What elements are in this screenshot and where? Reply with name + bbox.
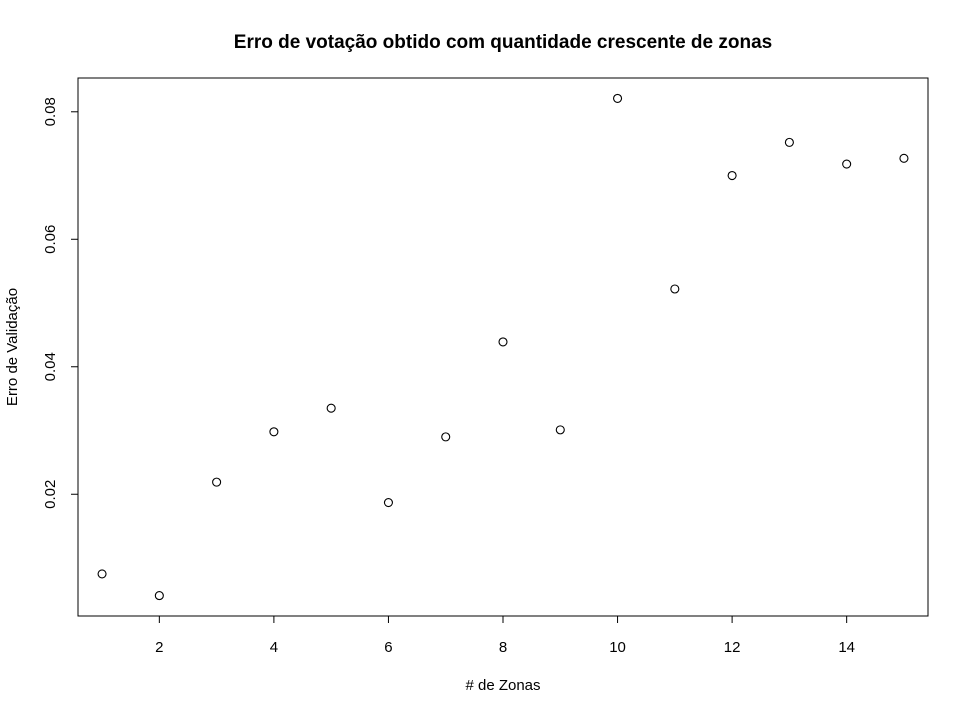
data-point	[899, 153, 909, 163]
data-point	[383, 497, 393, 508]
data-point	[212, 477, 222, 487]
x-tick-label: 6	[384, 639, 392, 656]
chart-title: Erro de votação obtido com quantidade cr…	[234, 32, 772, 53]
data-point	[154, 591, 164, 601]
data-point	[97, 569, 107, 579]
data-point	[670, 284, 680, 294]
y-tick-label: 0.04	[42, 352, 59, 381]
data-point	[842, 159, 852, 169]
y-tick-label: 0.08	[42, 97, 59, 126]
data-point	[326, 403, 336, 413]
x-axis-label: # de Zonas	[465, 677, 540, 694]
x-axis: 2 4 6 8 10 12 14	[155, 615, 855, 656]
y-tick-label: 0.06	[42, 225, 59, 254]
y-axis-label: Erro de Validação	[4, 288, 21, 406]
data-point	[441, 432, 451, 442]
data-point	[784, 137, 794, 147]
data-point	[269, 427, 279, 437]
data-point	[727, 170, 737, 181]
data-points	[97, 93, 909, 601]
x-tick-label: 10	[609, 639, 626, 656]
data-point	[613, 93, 623, 103]
y-axis: 0.02 0.04 0.06 0.08	[42, 97, 79, 509]
x-tick-label: 8	[499, 639, 507, 656]
plot-frame	[77, 77, 929, 617]
x-tick-label: 2	[155, 639, 163, 656]
x-tick-label: 14	[838, 639, 855, 656]
data-point	[555, 425, 565, 435]
data-point	[498, 337, 508, 347]
x-tick-label: 12	[724, 639, 741, 656]
y-tick-label: 0.02	[42, 480, 59, 509]
x-tick-label: 4	[270, 639, 278, 656]
